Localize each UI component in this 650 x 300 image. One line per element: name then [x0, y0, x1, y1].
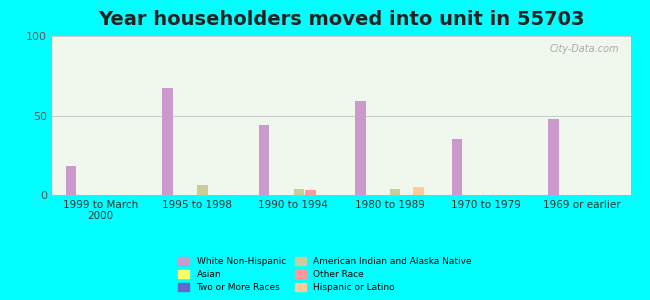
Bar [390, 189, 400, 195]
Bar [306, 190, 316, 195]
Bar [259, 125, 269, 195]
Bar [162, 88, 173, 195]
Bar [294, 189, 304, 195]
Bar [66, 167, 77, 195]
Bar [548, 119, 558, 195]
Legend: White Non-Hispanic, Asian, Two or More Races, American Indian and Alaska Native,: White Non-Hispanic, Asian, Two or More R… [175, 254, 475, 296]
Bar [452, 139, 462, 195]
Bar [356, 101, 366, 195]
Bar [413, 187, 424, 195]
Bar [197, 185, 207, 195]
Title: Year householders moved into unit in 55703: Year householders moved into unit in 557… [98, 10, 584, 29]
Text: City-Data.com: City-Data.com [549, 44, 619, 54]
